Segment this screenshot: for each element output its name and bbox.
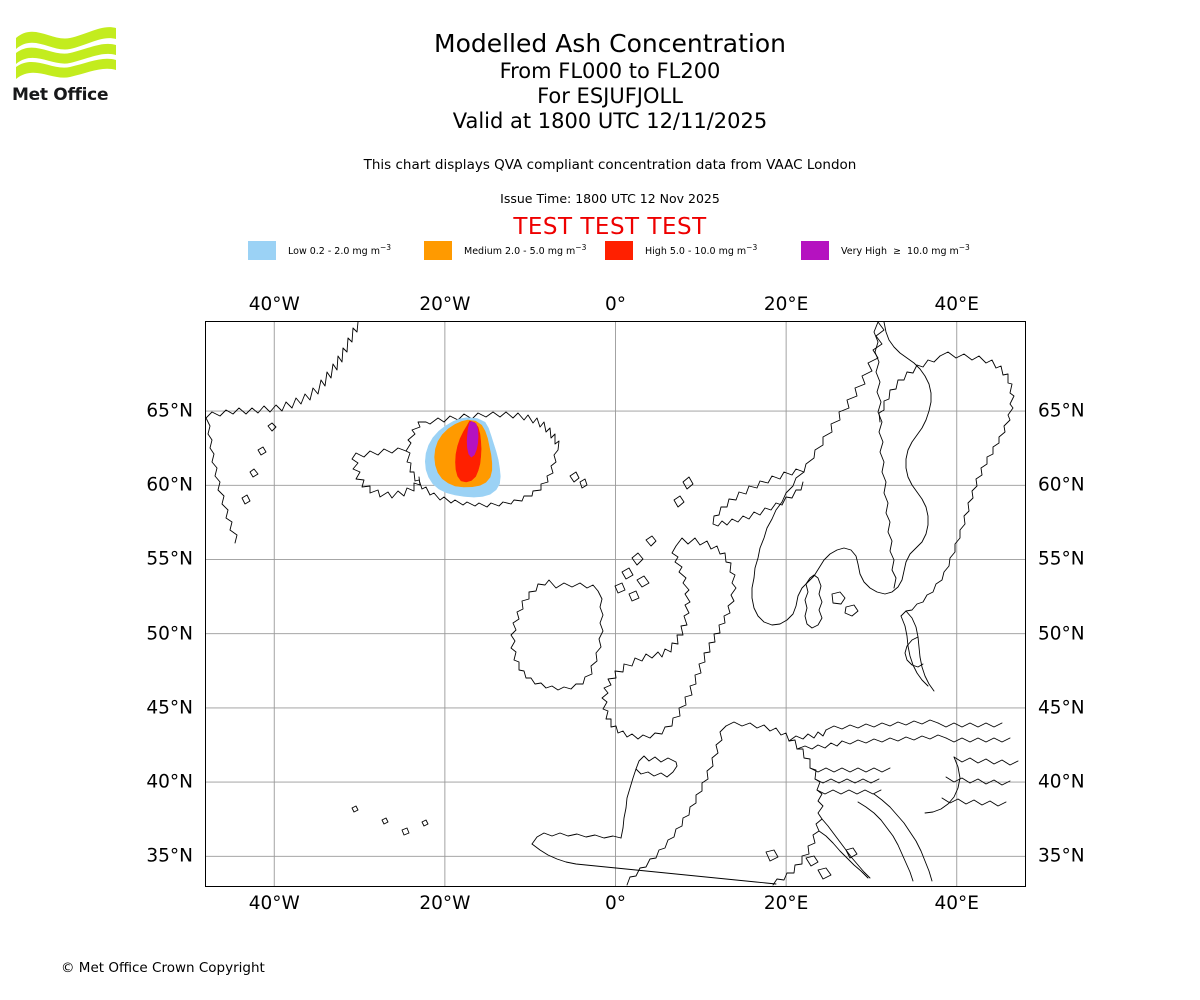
legend-label-high: High 5.0 - 10.0 mg m−3 [645, 242, 758, 258]
legend-label-very-high: Very High ≥ 10.0 mg m−3 [841, 242, 970, 258]
lon-tick-bottom-20°E: 20°E [763, 893, 809, 914]
lon-tick-top-40°W: 40°W [248, 294, 300, 315]
legend-label-low: Low 0.2 - 2.0 mg m−3 [288, 242, 392, 258]
concentration-legend: Low 0.2 - 2.0 mg m−3 Medium 2.0 - 5.0 mg … [248, 240, 1008, 260]
ash-plume-contours [424, 417, 501, 498]
lat-tick-right-60°N: 60°N [1038, 474, 1085, 496]
legend-item-high: High 5.0 - 10.0 mg m−3 [605, 240, 757, 260]
lat-tick-left-45°N: 45°N [146, 697, 193, 719]
legend-swatch-low [248, 240, 276, 260]
lon-tick-top-20°E: 20°E [763, 294, 809, 315]
legend-item-medium: Medium 2.0 - 5.0 mg m−3 [424, 240, 586, 260]
copyright-notice: © Met Office Crown Copyright [61, 960, 265, 976]
lat-tick-left-40°N: 40°N [146, 771, 193, 793]
lat-tick-right-65°N: 65°N [1038, 400, 1085, 422]
lat-tick-right-50°N: 50°N [1038, 623, 1085, 645]
plume-contour-very-high [466, 421, 479, 458]
page-title-block: Modelled Ash Concentration From FL000 to… [130, 28, 1090, 134]
coastlines-layer [206, 322, 1019, 886]
met-office-logo: Met Office [12, 22, 122, 112]
map-plot-area [205, 321, 1026, 887]
legend-label-medium: Medium 2.0 - 5.0 mg m−3 [464, 242, 587, 258]
legend-item-low: Low 0.2 - 2.0 mg m−3 [248, 240, 391, 260]
map-gridlines [206, 322, 1025, 886]
lat-tick-right-45°N: 45°N [1038, 697, 1085, 719]
issue-time: Issue Time: 1800 UTC 12 Nov 2025 [500, 191, 720, 206]
test-banner: TEST TEST TEST [513, 214, 707, 240]
qva-note: This chart displays QVA compliant concen… [363, 157, 857, 173]
lon-tick-bottom-20°W: 20°W [419, 893, 471, 914]
legend-swatch-high [605, 240, 633, 260]
lon-tick-top-20°W: 20°W [419, 294, 471, 315]
legend-swatch-medium [424, 240, 452, 260]
flight-level-range: From FL000 to FL200 [499, 59, 721, 83]
lat-tick-left-55°N: 55°N [146, 548, 193, 570]
lon-tick-top-40°E: 40°E [934, 294, 979, 315]
lat-tick-right-40°N: 40°N [1038, 771, 1085, 793]
legend-item-very-high: Very High ≥ 10.0 mg m−3 [801, 240, 970, 260]
lat-tick-left-35°N: 35°N [146, 845, 193, 867]
lat-tick-right-55°N: 55°N [1038, 548, 1085, 570]
lon-tick-bottom-40°E: 40°E [934, 893, 979, 914]
volcano-name: For ESJUFJOLL [537, 84, 683, 108]
lon-tick-bottom-0°: 0° [604, 893, 627, 914]
lat-tick-right-35°N: 35°N [1038, 845, 1085, 867]
lat-tick-left-50°N: 50°N [146, 623, 193, 645]
lat-tick-left-60°N: 60°N [146, 474, 193, 496]
legend-swatch-very-high [801, 240, 829, 260]
met-office-wordmark: Met Office [12, 85, 109, 105]
lon-tick-top-0°: 0° [604, 294, 627, 315]
met-office-waves-icon [16, 27, 116, 79]
map-canvas [206, 322, 1025, 886]
lon-tick-bottom-40°W: 40°W [248, 893, 300, 914]
valid-time: Valid at 1800 UTC 12/11/2025 [452, 109, 768, 133]
page-title: Modelled Ash Concentration [434, 29, 786, 58]
lat-tick-left-65°N: 65°N [146, 400, 193, 422]
